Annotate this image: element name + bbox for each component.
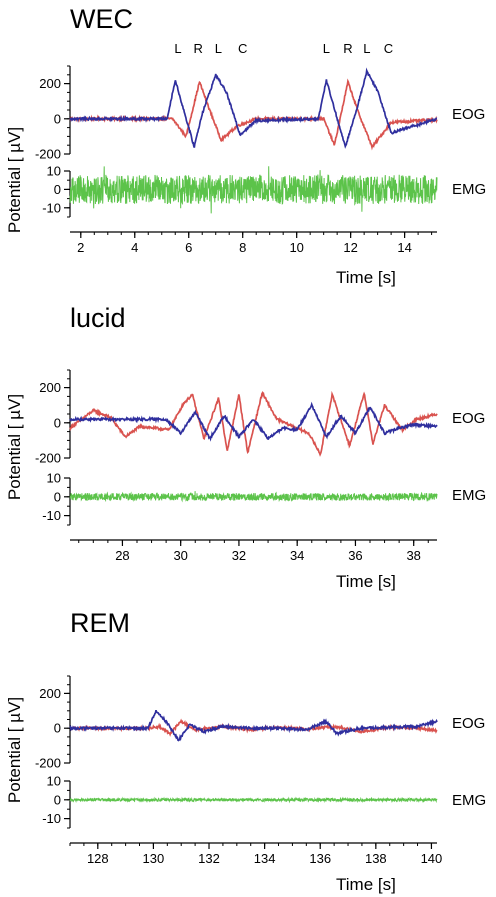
x-tick-label: 128 (87, 851, 109, 866)
eye-movement-marker: L (323, 41, 330, 56)
eog-label: EOG (452, 715, 485, 732)
panel-lucid: lucid Potential [ µV] 200 0 -200 10 0 -10 28… (5, 303, 486, 591)
y-axis-label: Potential [ µV] (5, 394, 24, 500)
eye-movement-marker: L (363, 41, 370, 56)
y-tick-label: 10 (47, 471, 61, 486)
x-tick-label: 30 (173, 548, 187, 563)
x-axis-label: Time [s] (336, 268, 396, 287)
y-tick-label: -10 (42, 200, 61, 215)
eog-label: EOG (452, 106, 485, 123)
y-tick-label: 0 (54, 182, 61, 197)
y-tick-label: -200 (35, 451, 61, 466)
y-tick-label: -200 (35, 147, 61, 162)
x-tick-label: 6 (185, 240, 192, 255)
eye-movement-marker: R (343, 41, 352, 56)
y-tick-label: 0 (54, 721, 61, 736)
eye-movement-marker: C (238, 41, 247, 56)
y-axis-label: Potential [ µV] (5, 127, 24, 233)
emg-trace (69, 166, 438, 214)
y-axis-label: Potential [ µV] (5, 697, 24, 803)
y-tick-label: -10 (42, 811, 61, 826)
x-tick-label: 4 (131, 240, 138, 255)
eog-red-trace (69, 78, 438, 151)
eye-movement-marker: R (193, 41, 202, 56)
emg-label: EMG (452, 487, 486, 504)
x-axis: 28 30 32 34 36 38 (70, 539, 437, 563)
x-tick-label: 132 (198, 851, 220, 866)
x-axis-label: Time [s] (336, 572, 396, 591)
y-tick-label: 0 (54, 415, 61, 430)
x-tick-label: 2 (77, 240, 84, 255)
emg-trace (69, 491, 438, 503)
eye-movement-marker: L (174, 41, 181, 56)
eog-red-trace (69, 390, 438, 457)
eog-plot: 200 0 -200 (35, 369, 438, 466)
panel-title: lucid (70, 303, 126, 333)
emg-plot: 10 0 -10 (42, 471, 438, 526)
x-tick-label: 32 (232, 548, 246, 563)
eog-blue-trace (69, 709, 438, 742)
panel-title: REM (70, 608, 130, 638)
x-tick-label: 34 (290, 548, 304, 563)
eye-movement-marker: C (384, 41, 393, 56)
x-tick-label: 38 (406, 548, 420, 563)
x-tick-label: 14 (397, 240, 411, 255)
emg-label: EMG (452, 792, 486, 809)
x-axis: 2 4 6 8 10 12 14 (70, 231, 437, 255)
y-tick-label: 0 (54, 111, 61, 126)
x-tick-label: 8 (239, 240, 246, 255)
y-tick-label: -200 (35, 756, 61, 771)
y-tick-label: -10 (42, 508, 61, 523)
x-tick-label: 134 (254, 851, 276, 866)
y-tick-label: 200 (39, 686, 61, 701)
x-tick-label: 10 (289, 240, 303, 255)
eog-plot: 200 0 -200 (35, 675, 438, 771)
panel-title: WEC (70, 4, 133, 34)
x-tick-label: 130 (143, 851, 165, 866)
emg-plot: 10 0 -10 (42, 164, 438, 218)
emg-plot: 10 0 -10 (42, 774, 438, 829)
eog-red-trace (69, 718, 438, 737)
y-tick-label: 0 (54, 792, 61, 807)
x-tick-label: 28 (115, 548, 129, 563)
eog-label: EOG (452, 410, 485, 427)
x-axis: 128 130 132 134 136 138 140 (69, 842, 443, 866)
y-tick-label: 200 (39, 380, 61, 395)
y-tick-label: 10 (47, 774, 61, 789)
eye-movement-marker: L (215, 41, 222, 56)
emg-trace (69, 796, 438, 804)
x-tick-label: 36 (348, 548, 362, 563)
y-tick-label: 0 (54, 489, 61, 504)
emg-label: EMG (452, 181, 486, 198)
x-tick-label: 140 (421, 851, 443, 866)
x-axis-label: Time [s] (336, 875, 396, 894)
x-tick-label: 136 (309, 851, 331, 866)
x-tick-label: 138 (365, 851, 387, 866)
eog-blue-trace (69, 67, 438, 149)
y-tick-label: 200 (39, 76, 61, 91)
x-tick-label: 12 (343, 240, 357, 255)
y-tick-label: 10 (47, 164, 61, 179)
eog-blue-trace (69, 401, 438, 442)
